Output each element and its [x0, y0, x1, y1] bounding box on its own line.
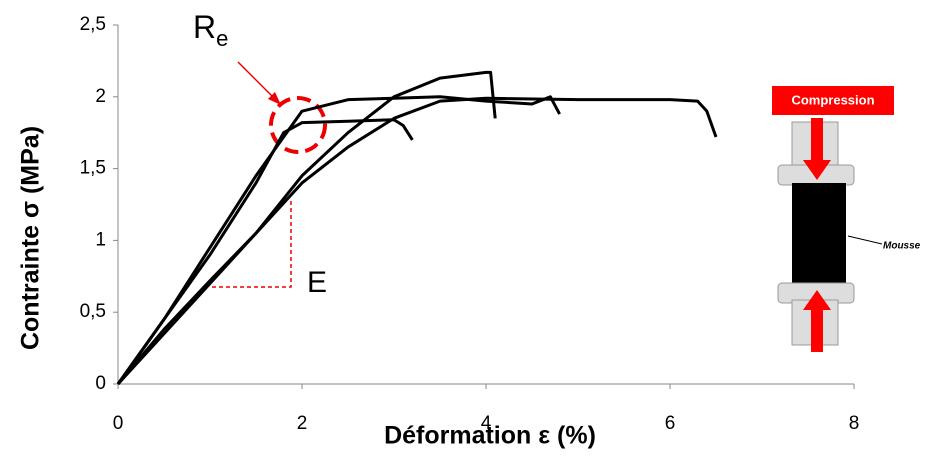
yield-label: Re [193, 9, 228, 50]
x-axis-title: Déformation ε (%) [384, 422, 596, 450]
y-axis-title: Contrainte σ (MPa) [17, 126, 45, 350]
yield-label-sub: e [216, 26, 228, 51]
data-line [116, 95, 561, 385]
data-line [116, 70, 497, 386]
yield-arrow [237, 61, 277, 101]
data-line [116, 118, 414, 385]
foam-label: Mousse [883, 241, 921, 252]
compression-label: Compression [791, 92, 874, 107]
yield-circle [269, 96, 327, 154]
compression-box [772, 86, 894, 115]
x-tick-label: 8 [849, 413, 860, 434]
y-tick-label: 0 [95, 373, 106, 394]
y-tick-label: 0,5 [80, 301, 106, 322]
yield-label-main: R [193, 9, 216, 45]
modulus-label: E [307, 266, 327, 299]
foam-sample [792, 183, 846, 283]
down-arrow [803, 118, 831, 180]
yield-arrow-head [268, 92, 281, 105]
x-tick-label: 6 [665, 413, 676, 434]
y-tick-label: 1 [95, 229, 106, 250]
x-tick-label: 4 [481, 413, 492, 434]
modulus-guide [212, 200, 292, 288]
up-arrow [803, 290, 831, 352]
x-tick-label: 2 [297, 413, 308, 434]
y-tick-label: 2,5 [80, 14, 106, 35]
data-line [116, 96, 718, 385]
x-tick-label: 0 [113, 413, 124, 434]
foam-pointer [847, 235, 883, 245]
y-tick-label: 1,5 [80, 158, 106, 179]
y-tick-label: 2 [95, 86, 106, 107]
